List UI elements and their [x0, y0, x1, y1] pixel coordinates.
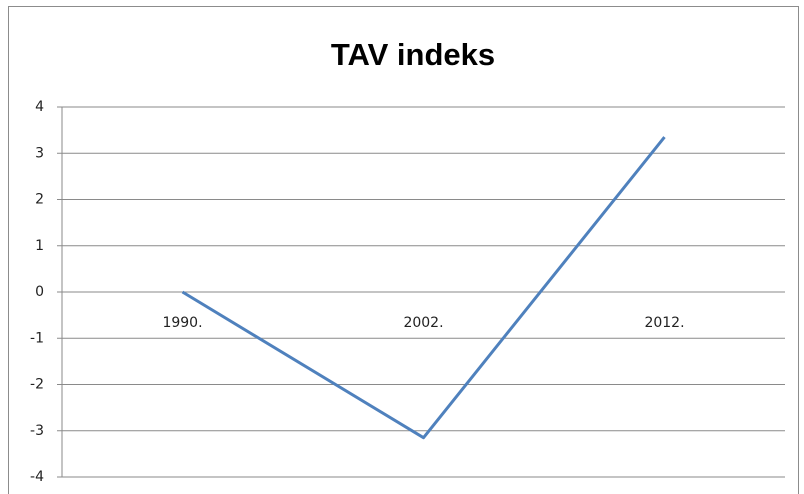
- y-tick-label: -3: [30, 423, 44, 439]
- chart-title: TAV indeks: [331, 37, 495, 72]
- y-tick-label: -2: [30, 377, 44, 393]
- data-line: [181, 136, 666, 440]
- y-tick-label: 2: [35, 192, 44, 208]
- y-tick-label: -4: [30, 469, 44, 485]
- y-tick-label: 1: [35, 238, 44, 254]
- x-tick-label: 2002.: [403, 315, 443, 331]
- y-tick-label: -1: [30, 330, 44, 346]
- y-tick-label: 0: [35, 284, 44, 300]
- x-tick-label: 2012.: [644, 315, 684, 331]
- y-tick-label: 4: [35, 99, 44, 115]
- chart-frame: [8, 6, 799, 494]
- x-tick-label: 1990.: [162, 315, 202, 331]
- y-tick-label: 3: [35, 145, 44, 161]
